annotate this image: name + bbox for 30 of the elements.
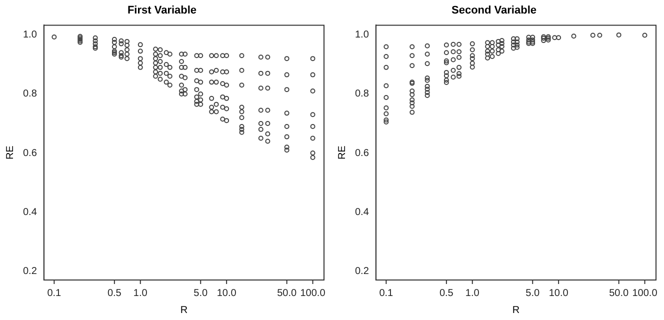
- x-tick-label: 5.0: [526, 288, 540, 299]
- x-tick-label: 5.0: [194, 288, 208, 299]
- x-tick-label: 50.0: [277, 288, 297, 299]
- x-tick-label: 0.5: [439, 288, 454, 299]
- x-tick-label: 0.1: [379, 288, 394, 299]
- x-tick-label: 10.0: [216, 288, 237, 299]
- chart-title: First Variable: [127, 4, 197, 17]
- y-tick-label: 0.4: [22, 206, 38, 218]
- x-tick-label: 100.0: [632, 288, 658, 299]
- x-axis-title: R: [180, 304, 188, 316]
- x-tick-label: 1.0: [133, 288, 148, 299]
- y-tick-label: 1.0: [354, 30, 370, 41]
- chart-title: Second Variable: [452, 4, 536, 17]
- y-tick-label: 0.6: [22, 148, 38, 159]
- y-tick-label: 0.2: [22, 266, 38, 277]
- x-tick-label: 1.0: [465, 288, 480, 299]
- y-tick-label: 0.8: [22, 88, 38, 100]
- y-axis-title: RE: [336, 145, 348, 160]
- x-tick-label: 0.5: [107, 288, 122, 299]
- y-axis-title: RE: [4, 145, 16, 160]
- y-tick-label: 0.4: [354, 206, 370, 218]
- x-tick-label: 0.1: [47, 288, 62, 299]
- y-tick-label: 0.2: [354, 266, 370, 277]
- y-tick-label: 1.0: [22, 30, 38, 41]
- y-tick-label: 0.8: [354, 88, 370, 100]
- y-tick-label: 0.6: [354, 148, 370, 159]
- x-axis-title: R: [512, 304, 520, 316]
- x-tick-label: 100.0: [300, 288, 326, 299]
- x-tick-label: 50.0: [609, 288, 629, 299]
- x-tick-label: 10.0: [548, 288, 569, 299]
